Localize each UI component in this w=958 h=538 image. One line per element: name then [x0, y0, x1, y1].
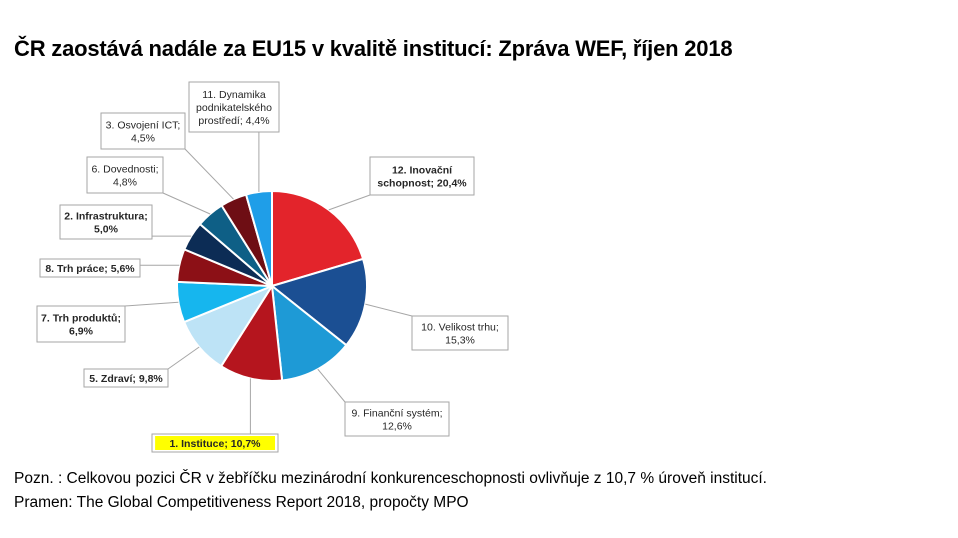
leader-line-7-trh-produktu — [124, 301, 179, 307]
pie-slices — [176, 189, 368, 382]
slice-label-text: schopnost; 20,4% — [377, 178, 467, 190]
slice-label-box — [100, 112, 186, 150]
pie-slice-10-velikost-trhu — [269, 257, 368, 347]
slice-label-text: 15,3% — [445, 335, 475, 347]
slice-label-box — [344, 401, 450, 437]
slice-label-9-financni-system: 9. Finanční systém;12,6% — [344, 401, 450, 437]
leader-line-3-osvojeni-ict — [184, 148, 234, 200]
slice-label-3-osvojeni-ict: 3. Osvojení ICT;4,5% — [100, 112, 186, 150]
slice-label-10-velikost-trhu: 10. Velikost trhu;15,3% — [411, 315, 509, 351]
slice-label-text: 5. Zdraví; 9,8% — [89, 373, 163, 385]
slice-label-2-infrastruktura: 2. Infrastruktura;5,0% — [59, 204, 153, 240]
chart-source: Pramen: The Global Competitiveness Repor… — [14, 494, 469, 511]
pie-slice-11-dynamika-podnikatelskeho-prostredi — [244, 189, 273, 287]
slice-label-text: 8. Trh práce; 5,6% — [45, 263, 135, 275]
slice-label-box — [83, 368, 169, 388]
leader-lines — [124, 132, 413, 434]
leader-line-9-financni-system — [317, 368, 346, 403]
slice-label-text: 2. Infrastruktura; — [64, 211, 147, 223]
slice-label-text: 5,0% — [94, 224, 119, 236]
slice-label-text: prostředí; 4,4% — [198, 115, 269, 127]
slice-label-5-zdravi: 5. Zdraví; 9,8% — [83, 368, 169, 388]
slice-label-8-trh-prace: 8. Trh práce; 5,6% — [39, 258, 141, 278]
slice-label-box — [411, 315, 509, 351]
slice-label-text: 10. Velikost trhu; — [421, 322, 499, 334]
slice-label-1-instituce: 1. Instituce; 10,7% — [151, 433, 279, 453]
slice-label-text: 9. Finanční systém; — [351, 408, 442, 420]
slice-label-box — [188, 81, 280, 133]
leader-line-12-inovacni-schopnost — [328, 194, 371, 211]
slice-label-text: 3. Osvojení ICT; — [106, 120, 181, 132]
slice-label-text: 6,9% — [69, 326, 94, 338]
chart-title: ČR zaostává nadále za EU15 v kvalitě ins… — [14, 36, 733, 61]
chart-note: Pozn. : Celkovou pozici ČR v žebříčku me… — [14, 470, 767, 487]
slice-label-text: 7. Trh produktů; — [41, 313, 121, 325]
slice-label-6-dovednosti: 6. Dovednosti;4,8% — [86, 156, 164, 194]
leader-line-10-velikost-trhu — [365, 303, 413, 317]
slice-label-text: 4,5% — [131, 133, 155, 145]
slice-label-highlight — [155, 436, 275, 450]
leader-line-5-zdravi — [167, 346, 200, 370]
slice-label-text: podnikatelského — [196, 102, 272, 114]
slice-label-box — [86, 156, 164, 194]
slice-label-text: 11. Dynamika — [202, 89, 266, 101]
slice-label-7-trh-produktu: 7. Trh produktů;6,9% — [36, 305, 126, 343]
slice-label-text: 1. Instituce; 10,7% — [169, 438, 261, 450]
slice-label-text: 6. Dovednosti; — [91, 164, 158, 176]
slice-label-box — [39, 258, 141, 278]
leader-line-6-dovednosti — [162, 192, 211, 215]
slice-label-box — [36, 305, 126, 343]
slice-label-box — [59, 204, 153, 240]
slice-label-text: 12,6% — [382, 421, 412, 433]
slice-label-box — [369, 156, 475, 196]
slice-label-text: 12. Inovační — [392, 165, 453, 177]
slice-label-text: 4,8% — [113, 177, 137, 189]
pie-slice-12-inovacni-schopnost — [271, 189, 365, 288]
